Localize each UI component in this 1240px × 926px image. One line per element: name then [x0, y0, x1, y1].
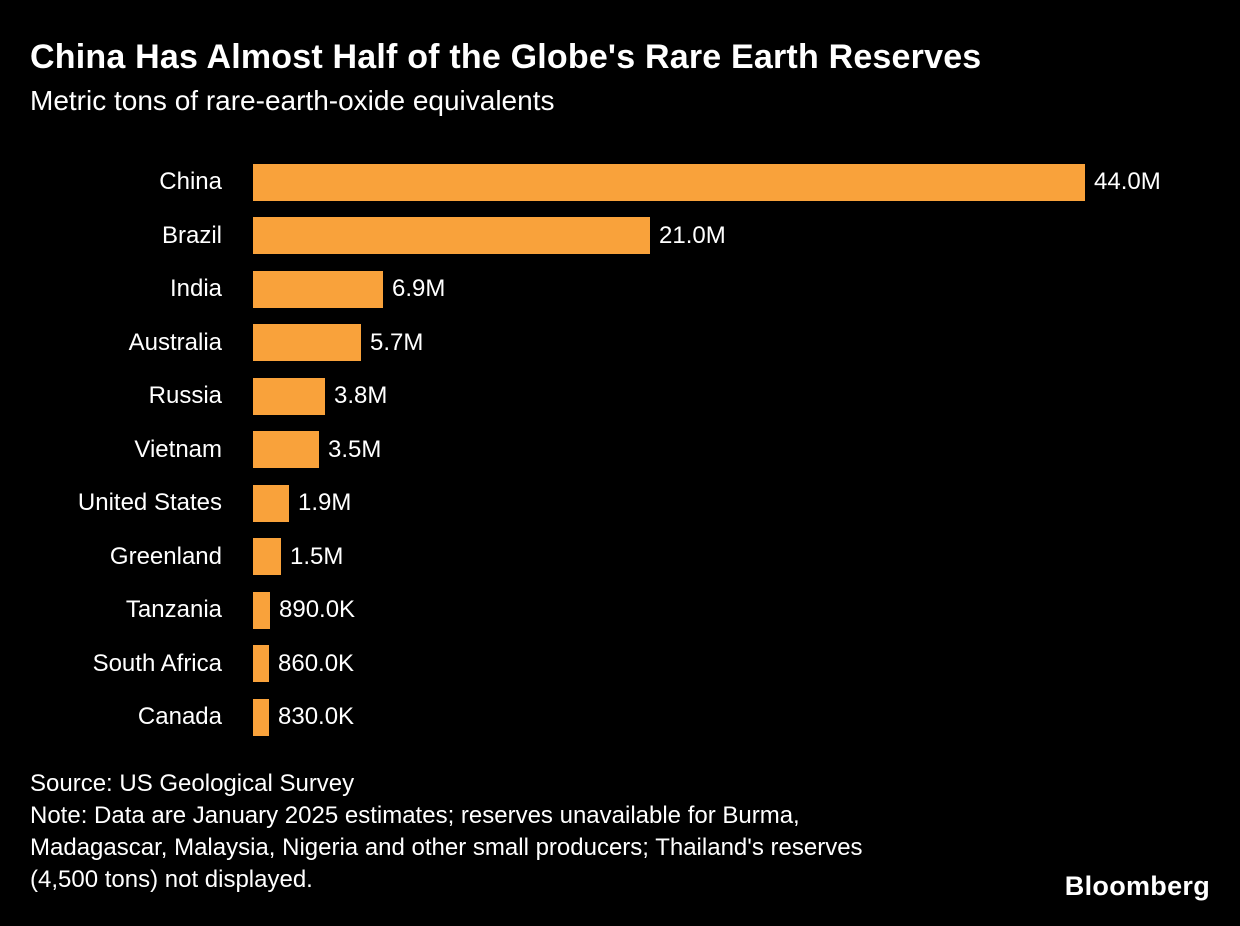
chart-title: China Has Almost Half of the Globe's Rar… — [30, 38, 982, 76]
note-line-1: Note: Data are January 2025 estimates; r… — [30, 801, 800, 829]
note-line-2: Madagascar, Malaysia, Nigeria and other … — [30, 833, 863, 861]
bar-category-label: Tanzania — [125, 596, 222, 624]
bar — [253, 484, 289, 522]
bar-zone: 1.9M — [253, 484, 1210, 522]
bar-category-label: Canada — [137, 703, 222, 731]
bar-value-label: 890.0K — [279, 596, 356, 624]
bar-value-label: 21.0M — [659, 221, 726, 249]
bar-row: Brazil 21.0M — [30, 217, 1210, 255]
bar-category-label: Russia — [148, 382, 222, 410]
bar-zone: 890.0K — [253, 591, 1210, 629]
bar-zone: 5.7M — [253, 324, 1210, 362]
bar-zone: 3.8M — [253, 377, 1210, 415]
bar-category-label: India — [169, 275, 222, 303]
bar-row: South Africa 860.0K — [30, 645, 1210, 683]
source-note: Source: US Geological Survey — [30, 769, 355, 797]
bloomberg-logo: Bloomberg — [1064, 871, 1210, 901]
bar-row: China 44.0M — [30, 163, 1210, 201]
bar-value-label: 6.9M — [392, 275, 446, 303]
bar-row: Russia 3.8M — [30, 377, 1210, 415]
bar — [253, 538, 281, 576]
bar-value-label: 1.5M — [290, 542, 344, 570]
bar-row: Australia 5.7M — [30, 324, 1210, 362]
bar-value-label: 860.0K — [278, 649, 355, 677]
bar-value-label: 44.0M — [1094, 168, 1161, 196]
bar-row: Canada 830.0K — [30, 698, 1210, 736]
bar — [253, 324, 361, 362]
bar — [253, 270, 383, 308]
bar-zone: 860.0K — [253, 645, 1210, 683]
bar-row: Vietnam 3.5M — [30, 431, 1210, 469]
bar-zone: 830.0K — [253, 698, 1210, 736]
bar-category-label: China — [159, 168, 222, 196]
bar — [253, 163, 1085, 201]
bar-value-label: 3.8M — [334, 382, 388, 410]
bar — [253, 431, 319, 469]
bar — [253, 377, 325, 415]
bar-zone: 21.0M — [253, 217, 1210, 255]
bar-category-label: Australia — [128, 328, 222, 356]
bar — [253, 698, 269, 736]
bar — [253, 217, 650, 255]
bar-zone: 44.0M — [253, 163, 1210, 201]
bar-category-label: Vietnam — [134, 435, 222, 463]
bar-value-label: 830.0K — [278, 703, 355, 731]
bar-zone: 1.5M — [253, 538, 1210, 576]
bar-rows: China 44.0M Brazil 21.0M India 6.9M Aust… — [30, 163, 1210, 736]
bar-category-label: Greenland — [109, 542, 222, 570]
bar-category-label: United States — [77, 489, 222, 517]
chart-subtitle: Metric tons of rare-earth-oxide equivale… — [30, 85, 555, 117]
bar-category-label: Brazil — [161, 221, 222, 249]
note-line-3: (4,500 tons) not displayed. — [30, 865, 313, 893]
bar-row: Greenland 1.5M — [30, 538, 1210, 576]
bar-zone: 6.9M — [253, 270, 1210, 308]
bar-value-label: 5.7M — [370, 328, 424, 356]
bar — [253, 591, 270, 629]
bar-value-label: 1.9M — [298, 489, 352, 517]
bar-category-label: South Africa — [92, 649, 222, 677]
chart-footer: Source: US Geological Survey Note: Data … — [30, 768, 1210, 896]
bar-row: Tanzania 890.0K — [30, 591, 1210, 629]
bar-zone: 3.5M — [253, 431, 1210, 469]
bar — [253, 645, 269, 683]
bar-row: India 6.9M — [30, 270, 1210, 308]
bar-value-label: 3.5M — [328, 435, 382, 463]
bar-row: United States 1.9M — [30, 484, 1210, 522]
